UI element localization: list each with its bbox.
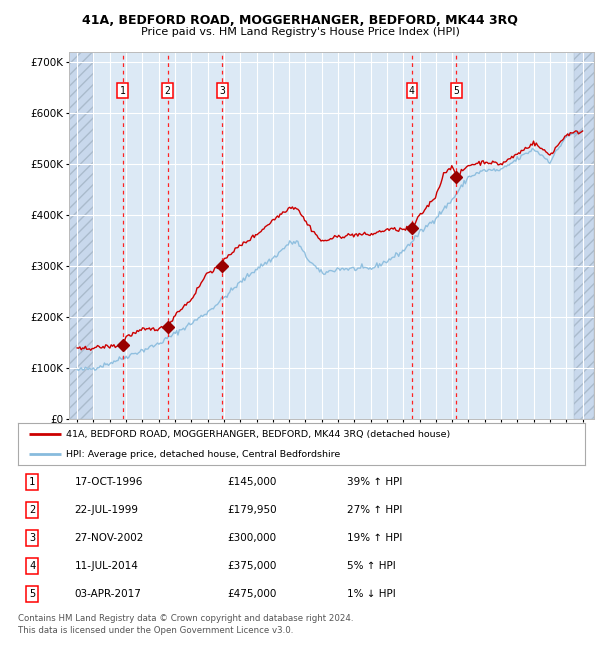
Text: £375,000: £375,000 (228, 561, 277, 571)
Text: 4: 4 (409, 86, 415, 96)
Text: 41A, BEDFORD ROAD, MOGGERHANGER, BEDFORD, MK44 3RQ: 41A, BEDFORD ROAD, MOGGERHANGER, BEDFORD… (82, 14, 518, 27)
Text: Price paid vs. HM Land Registry's House Price Index (HPI): Price paid vs. HM Land Registry's House … (140, 27, 460, 37)
Text: 17-OCT-1996: 17-OCT-1996 (75, 477, 143, 487)
Text: £300,000: £300,000 (228, 533, 277, 543)
Text: Contains HM Land Registry data © Crown copyright and database right 2024.: Contains HM Land Registry data © Crown c… (18, 614, 353, 623)
Text: 1: 1 (29, 477, 35, 487)
Bar (574, 52, 594, 419)
Text: HPI: Average price, detached house, Central Bedfordshire: HPI: Average price, detached house, Cent… (66, 450, 340, 459)
Bar (69, 52, 94, 419)
Text: 03-APR-2017: 03-APR-2017 (75, 589, 142, 599)
Text: 19% ↑ HPI: 19% ↑ HPI (347, 533, 402, 543)
Text: 1% ↓ HPI: 1% ↓ HPI (347, 589, 395, 599)
Text: This data is licensed under the Open Government Licence v3.0.: This data is licensed under the Open Gov… (18, 626, 293, 635)
Text: 2: 2 (29, 505, 35, 515)
Text: 4: 4 (29, 561, 35, 571)
Text: 11-JUL-2014: 11-JUL-2014 (75, 561, 139, 571)
Text: £179,950: £179,950 (228, 505, 277, 515)
Text: 5: 5 (453, 86, 459, 96)
Text: 27% ↑ HPI: 27% ↑ HPI (347, 505, 402, 515)
Text: 2: 2 (165, 86, 170, 96)
Text: 5: 5 (29, 589, 35, 599)
Text: 27-NOV-2002: 27-NOV-2002 (75, 533, 144, 543)
Text: £145,000: £145,000 (228, 477, 277, 487)
Text: 3: 3 (220, 86, 225, 96)
Text: £475,000: £475,000 (228, 589, 277, 599)
Text: 41A, BEDFORD ROAD, MOGGERHANGER, BEDFORD, MK44 3RQ (detached house): 41A, BEDFORD ROAD, MOGGERHANGER, BEDFORD… (66, 430, 451, 439)
Text: 5% ↑ HPI: 5% ↑ HPI (347, 561, 395, 571)
Text: 22-JUL-1999: 22-JUL-1999 (75, 505, 139, 515)
Text: 39% ↑ HPI: 39% ↑ HPI (347, 477, 402, 487)
Text: 1: 1 (120, 86, 125, 96)
Text: 3: 3 (29, 533, 35, 543)
